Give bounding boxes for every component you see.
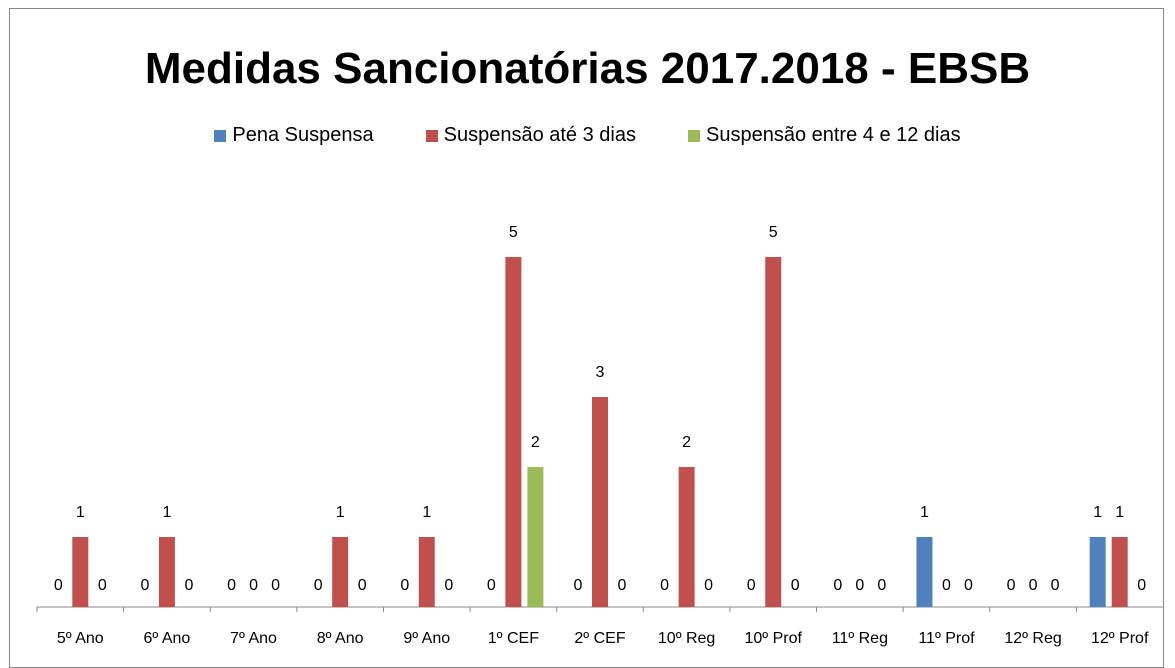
data-label-suspensao-entre-4-e-12-dias-11-reg: 0	[877, 577, 886, 594]
data-label-suspensao-ate-3-dias-5-ano: 1	[76, 504, 85, 521]
bar-suspensao-ate-3-dias-10-prof	[765, 257, 782, 607]
bar-suspensao-entre-4-e-12-dias-1-cef	[527, 467, 544, 607]
data-label-pena-suspensa-12-reg: 0	[1007, 577, 1016, 594]
data-label-pena-suspensa-11-prof: 1	[920, 504, 929, 521]
data-label-suspensao-entre-4-e-12-dias-12-reg: 0	[1051, 577, 1060, 594]
bar-suspensao-ate-3-dias-10-reg	[678, 467, 695, 607]
x-tick-label-12-reg: 12º Reg	[1004, 630, 1061, 647]
x-tick-label-9-ano: 9º Ano	[403, 630, 450, 647]
data-label-suspensao-ate-3-dias-11-reg: 0	[855, 577, 864, 594]
data-label-suspensao-entre-4-e-12-dias-9-ano: 0	[444, 577, 453, 594]
data-label-suspensao-ate-3-dias-6-ano: 1	[162, 504, 171, 521]
data-label-suspensao-ate-3-dias-10-prof: 5	[769, 224, 778, 241]
data-label-suspensao-ate-3-dias-1-cef: 5	[509, 224, 518, 241]
bar-suspensao-ate-3-dias-1-cef	[505, 257, 522, 607]
legend-swatch-pena-suspensa	[214, 129, 227, 142]
data-label-suspensao-entre-4-e-12-dias-10-prof: 0	[791, 577, 800, 594]
bar-suspensao-ate-3-dias-6-ano	[158, 537, 175, 607]
data-label-suspensao-ate-3-dias-9-ano: 1	[422, 504, 431, 521]
data-label-suspensao-entre-4-e-12-dias-10-reg: 0	[704, 577, 713, 594]
x-tick-label-10-reg: 10º Reg	[658, 630, 715, 647]
bar-suspensao-ate-3-dias-9-ano	[418, 537, 435, 607]
data-label-suspensao-ate-3-dias-11-prof: 0	[942, 577, 951, 594]
data-label-pena-suspensa-10-prof: 0	[747, 577, 756, 594]
data-label-pena-suspensa-12-prof: 1	[1093, 504, 1102, 521]
data-label-pena-suspensa-6-ano: 0	[140, 577, 149, 594]
data-label-pena-suspensa-10-reg: 0	[660, 577, 669, 594]
data-label-suspensao-entre-4-e-12-dias-12-prof: 0	[1137, 577, 1146, 594]
chart-title: Medidas Sancionatórias 2017.2018 - EBSB	[144, 44, 1031, 93]
bar-suspensao-ate-3-dias-2-cef	[592, 397, 608, 607]
data-label-pena-suspensa-9-ano: 0	[400, 577, 409, 594]
bar-suspensao-ate-3-dias-12-prof	[1111, 537, 1128, 607]
data-label-suspensao-ate-3-dias-8-ano: 1	[336, 504, 345, 521]
data-label-suspensao-entre-4-e-12-dias-6-ano: 0	[184, 577, 193, 594]
bar-pena-suspensa-11-prof	[916, 537, 933, 607]
x-tick-label-10-prof: 10º Prof	[745, 630, 803, 647]
data-label-suspensao-entre-4-e-12-dias-2-cef: 0	[618, 577, 627, 594]
data-label-suspensao-ate-3-dias-7-ano: 0	[249, 577, 258, 594]
legend: Pena Suspensa Suspensão até 3 dias Suspe…	[0, 124, 1175, 147]
data-label-suspensao-ate-3-dias-12-prof: 1	[1115, 504, 1124, 521]
legend-label-suspensao-ate-3-dias: Suspensão até 3 dias	[443, 124, 636, 146]
x-tick-label-1-cef: 1º CEF	[488, 630, 539, 647]
data-label-pena-suspensa-8-ano: 0	[314, 577, 323, 594]
x-tick-label-11-prof: 11º Prof	[918, 630, 975, 647]
legend-item-suspensao-ate-3-dias: Suspensão até 3 dias	[425, 124, 636, 147]
x-tick-label-8-ano: 8º Ano	[317, 630, 364, 647]
legend-swatch-suspensao-ate-3-dias	[425, 129, 438, 142]
data-label-suspensao-entre-4-e-12-dias-7-ano: 0	[271, 577, 280, 594]
x-tick-label-6-ano: 6º Ano	[144, 630, 191, 647]
chart-frame	[9, 8, 1164, 668]
legend-swatch-suspensao-entre-4-e-12-dias	[687, 129, 700, 142]
data-label-pena-suspensa-11-reg: 0	[833, 577, 842, 594]
data-label-pena-suspensa-7-ano: 0	[227, 577, 236, 594]
data-label-suspensao-ate-3-dias-2-cef: 3	[596, 364, 605, 381]
data-label-suspensao-entre-4-e-12-dias-5-ano: 0	[98, 577, 107, 594]
x-tick-label-5-ano: 5º Ano	[57, 630, 104, 647]
data-label-pena-suspensa-2-cef: 0	[574, 577, 583, 594]
data-label-pena-suspensa-5-ano: 0	[54, 577, 63, 594]
legend-label-suspensao-entre-4-e-12-dias: Suspensão entre 4 e 12 dias	[705, 124, 961, 146]
x-tick-label-2-cef: 2º CEF	[574, 630, 625, 647]
data-label-pena-suspensa-1-cef: 0	[487, 577, 496, 594]
data-label-suspensao-entre-4-e-12-dias-11-prof: 0	[964, 577, 973, 594]
x-tick-label-11-reg: 11º Reg	[832, 630, 888, 647]
bar-pena-suspensa-12-prof	[1089, 537, 1106, 607]
legend-label-pena-suspensa: Pena Suspensa	[232, 124, 374, 146]
data-label-suspensao-entre-4-e-12-dias-8-ano: 0	[358, 577, 367, 594]
x-tick-label-12-prof: 12º Prof	[1091, 630, 1149, 647]
x-tick-label-7-ano: 7º Ano	[230, 630, 277, 647]
data-label-suspensao-ate-3-dias-12-reg: 0	[1029, 577, 1038, 594]
data-label-suspensao-entre-4-e-12-dias-1-cef: 2	[531, 434, 540, 451]
bar-suspensao-ate-3-dias-5-ano	[72, 537, 89, 607]
legend-item-suspensao-entre-4-e-12-dias: Suspensão entre 4 e 12 dias	[687, 124, 961, 147]
bar-suspensao-ate-3-dias-8-ano	[332, 537, 349, 607]
data-label-suspensao-ate-3-dias-10-reg: 2	[682, 434, 691, 451]
legend-item-pena-suspensa: Pena Suspensa	[214, 124, 374, 147]
